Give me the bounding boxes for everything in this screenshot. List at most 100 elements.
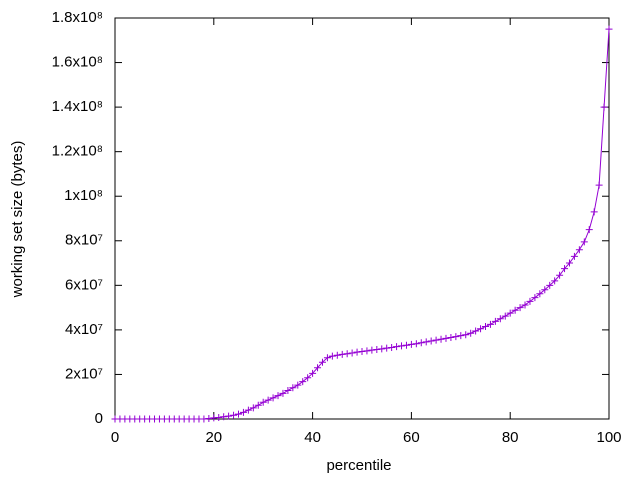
data-point <box>398 342 406 350</box>
data-point <box>521 301 529 309</box>
data-point <box>551 277 559 285</box>
data-point <box>570 252 578 260</box>
y-tick-label: 0 <box>95 410 103 427</box>
plot-frame <box>114 17 610 420</box>
data-line <box>115 29 610 420</box>
data-point <box>491 317 499 325</box>
x-tick-label: 0 <box>111 429 119 446</box>
data-point <box>368 346 376 354</box>
data-point <box>457 332 465 340</box>
data-point <box>230 411 238 419</box>
data-point <box>373 345 381 353</box>
data-point <box>462 331 470 339</box>
data-point <box>274 392 282 400</box>
data-point <box>546 281 554 289</box>
data-point <box>467 329 475 337</box>
data-point <box>314 364 322 372</box>
data-point <box>259 398 267 406</box>
data-point <box>220 413 228 421</box>
x-tick-label: 60 <box>403 429 420 446</box>
data-point <box>225 412 233 420</box>
y-tick-label: 1.4x10⁸ <box>52 98 103 115</box>
data-point <box>304 374 312 382</box>
y-tick-label: 2x10⁷ <box>65 365 103 382</box>
x-tick-label: 20 <box>205 429 222 446</box>
data-point <box>279 389 287 397</box>
data-point <box>432 336 440 344</box>
data-point <box>284 386 292 394</box>
data-point <box>427 337 435 345</box>
data-point <box>536 290 544 298</box>
data-point <box>318 358 326 366</box>
data-point <box>215 413 223 421</box>
x-axis-label: percentile <box>326 457 391 474</box>
data-point <box>541 286 549 294</box>
data-point <box>343 350 351 358</box>
data-point <box>417 339 425 347</box>
data-point <box>422 338 430 346</box>
data-point <box>580 238 588 246</box>
data-point <box>452 333 460 341</box>
data-point <box>353 348 361 356</box>
data-point <box>600 103 608 111</box>
y-tick-label: 8x10⁷ <box>65 232 103 249</box>
data-point <box>348 349 356 357</box>
data-point <box>437 335 445 343</box>
data-point <box>561 265 569 273</box>
data-point <box>595 181 603 189</box>
data-point <box>482 323 489 331</box>
data-point <box>590 208 598 216</box>
data-point <box>407 340 415 348</box>
y-tick-label: 1.6x10⁸ <box>52 54 103 71</box>
data-point <box>254 401 262 409</box>
data-point <box>289 384 297 392</box>
x-tick-label: 40 <box>304 429 321 446</box>
data-point <box>239 408 247 416</box>
y-axis-label: working set size (bytes) <box>9 141 26 299</box>
data-point <box>323 354 331 362</box>
data-point <box>264 396 272 404</box>
data-point <box>249 404 257 412</box>
data-point <box>472 327 480 335</box>
y-tick-label: 1.8x10⁸ <box>52 9 103 26</box>
data-point <box>506 309 514 317</box>
data-point <box>511 306 519 314</box>
data-point <box>486 320 494 328</box>
data-point <box>333 351 341 359</box>
data-point <box>383 344 391 352</box>
data-point <box>447 333 455 341</box>
data-point <box>412 340 420 348</box>
data-point <box>244 406 252 414</box>
data-point <box>235 410 242 418</box>
data-point <box>526 297 534 305</box>
data-point <box>309 369 317 377</box>
data-point <box>205 415 213 423</box>
data-point <box>393 343 401 351</box>
data-point <box>442 334 450 342</box>
data-point <box>556 271 564 279</box>
data-point <box>575 246 583 254</box>
data-point <box>565 259 573 267</box>
data-point <box>299 378 307 386</box>
data-point <box>496 315 504 323</box>
data-point <box>516 304 524 312</box>
y-tick-label: 6x10⁷ <box>65 276 103 293</box>
data-point <box>501 312 509 320</box>
data-point <box>328 352 336 360</box>
y-tick-label: 1.2x10⁸ <box>52 143 103 160</box>
x-tick-label: 100 <box>596 429 621 446</box>
data-point <box>388 343 396 351</box>
data-point <box>294 381 302 389</box>
data-point <box>269 394 277 402</box>
y-tick-label: 1x10⁸ <box>64 187 103 204</box>
x-tick-label: 80 <box>502 429 519 446</box>
data-point <box>338 350 346 358</box>
data-point <box>477 325 485 333</box>
data-point <box>531 294 539 302</box>
data-point <box>363 347 371 355</box>
data-point <box>358 347 366 355</box>
data-point <box>378 345 386 353</box>
data-point <box>585 226 593 234</box>
